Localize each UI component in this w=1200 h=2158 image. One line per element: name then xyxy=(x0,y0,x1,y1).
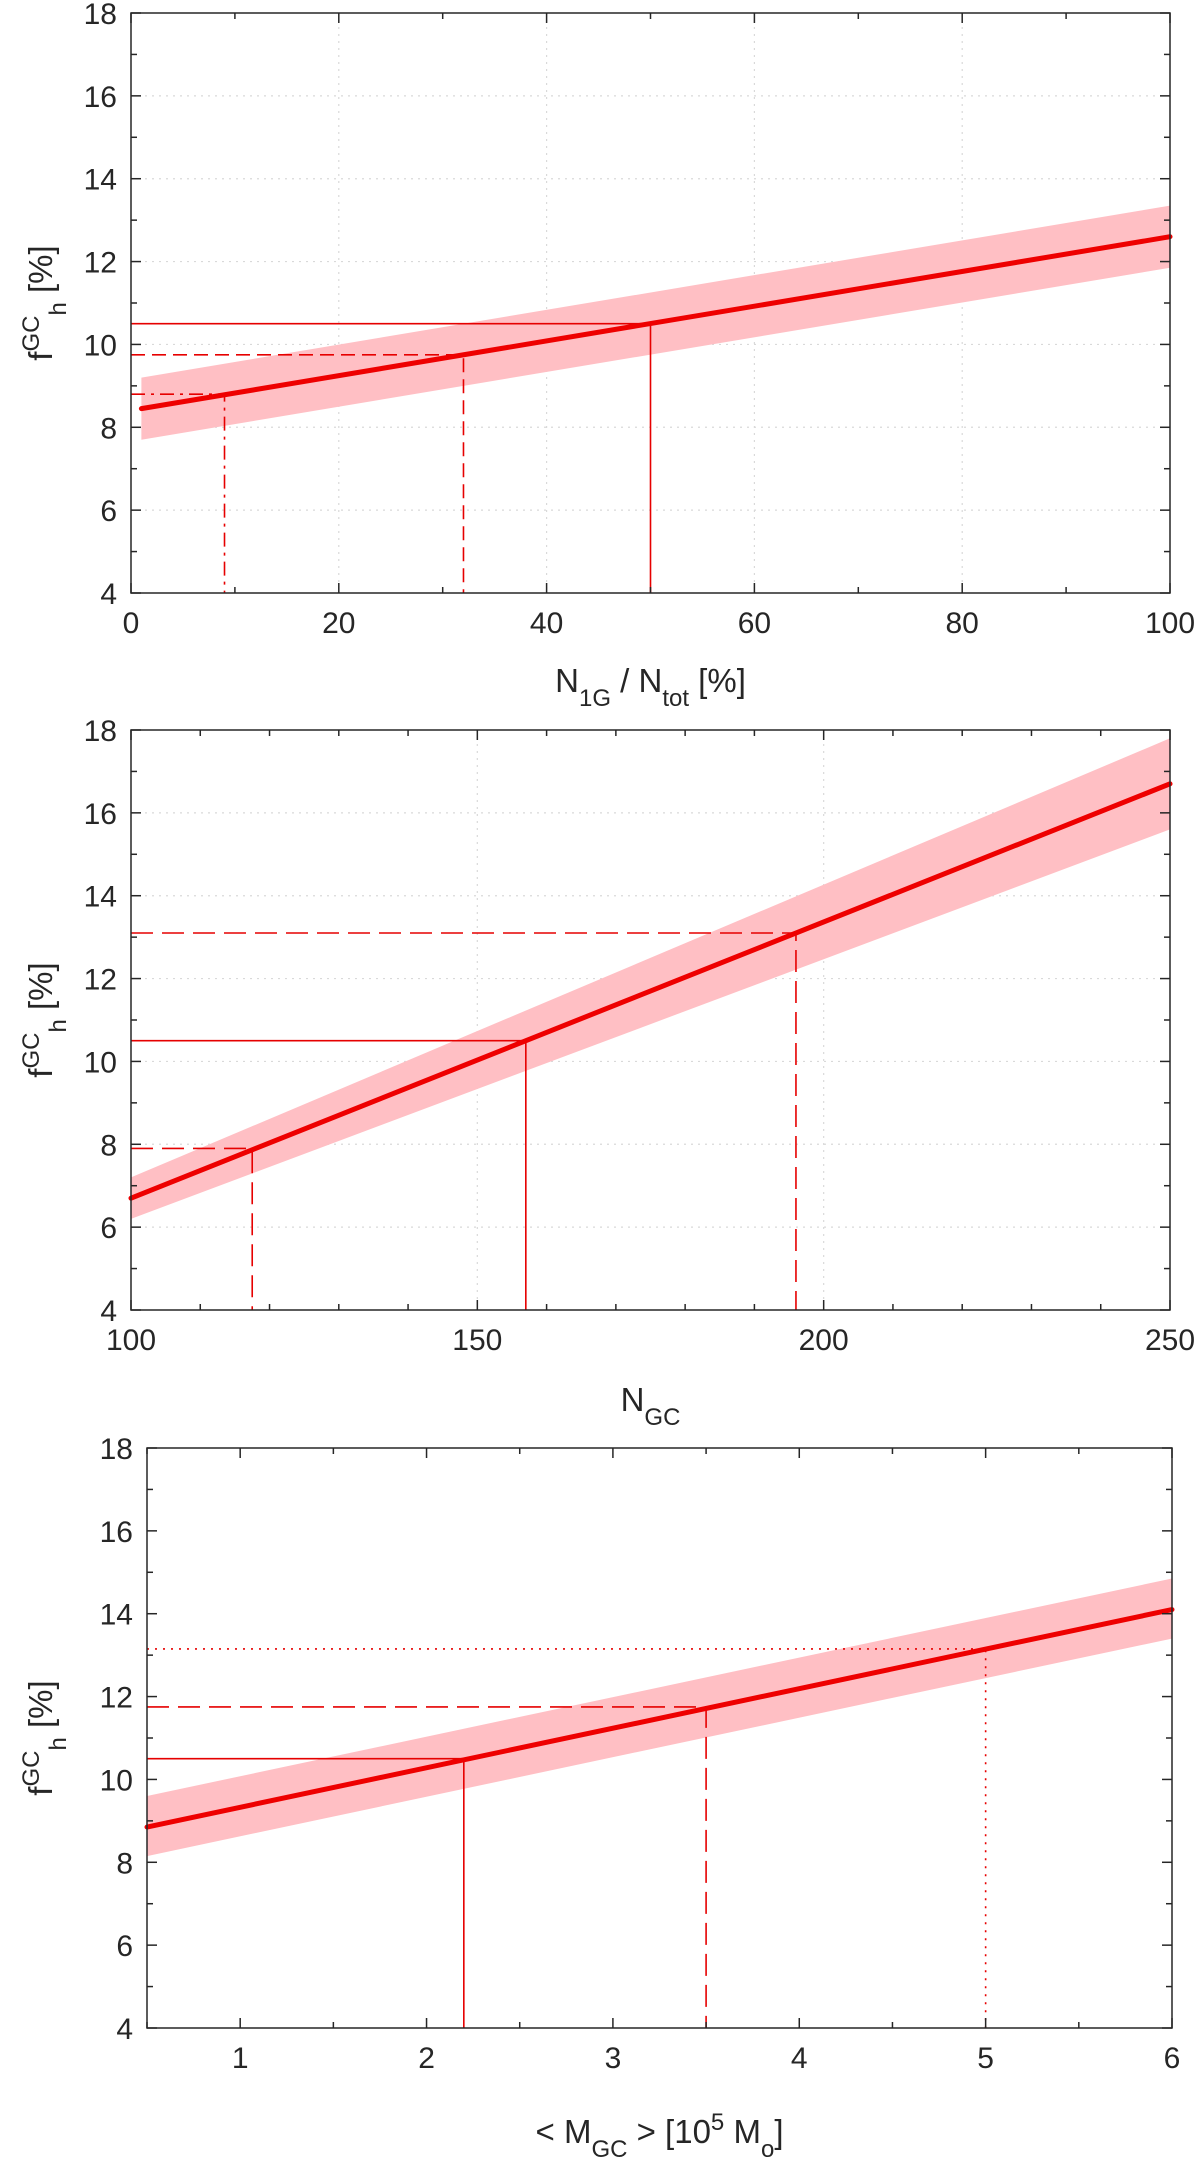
x-axis-label: < MGC > [105 Mo] xyxy=(536,2109,784,2158)
axis-label-sub2: o xyxy=(761,2136,774,2158)
axis-label-sub: h xyxy=(45,302,72,315)
axis-label-main: N xyxy=(555,662,579,699)
axis-label-sub1: 1G xyxy=(579,685,611,712)
x-axis-label: N1G / Ntot [%] xyxy=(555,662,746,712)
axis-label-tail: [%] xyxy=(22,962,59,1019)
axis-label-sub2: tot xyxy=(662,685,689,712)
y-tick-label: 4 xyxy=(100,1295,117,1328)
axis-label-sub: h xyxy=(45,1019,72,1032)
axis-label-main: f xyxy=(22,1068,59,1078)
axis-label-tail: [%] xyxy=(689,662,746,699)
x-tick-label: 5 xyxy=(977,2042,994,2075)
y-tick-label: 8 xyxy=(100,1129,117,1162)
y-axis-label: fGCh [%] xyxy=(18,1680,72,1795)
y-tick-label: 8 xyxy=(116,1847,133,1880)
axis-label-sub1: GC xyxy=(644,1404,680,1431)
y-axis-label: fGCh [%] xyxy=(18,245,72,360)
confidence-band xyxy=(131,738,1170,1219)
axis-label-sub: h xyxy=(45,1737,72,1750)
y-tick-label: 10 xyxy=(84,329,117,362)
x-tick-label: 60 xyxy=(738,607,771,640)
axis-label-sup: GC xyxy=(18,316,45,352)
axis-label-sup: 5 xyxy=(711,2109,724,2136)
fit-line xyxy=(144,1607,1175,1830)
axis-label-sup: GC xyxy=(18,1751,45,1787)
y-tick-label: 16 xyxy=(84,798,117,831)
axis-label-mid2: M xyxy=(724,2113,761,2150)
y-tick-label: 4 xyxy=(116,2013,133,2046)
axis-label-tail: [%] xyxy=(22,1680,59,1737)
x-tick-label: 100 xyxy=(1145,607,1195,640)
y-tick-label: 12 xyxy=(100,1682,133,1715)
y-tick-label: 6 xyxy=(116,1930,133,1963)
axis-label-tail: [%] xyxy=(22,245,59,302)
y-tick-label: 16 xyxy=(100,1516,133,1549)
x-tick-label: 200 xyxy=(799,1324,849,1357)
x-tick-label: 2 xyxy=(418,2042,435,2075)
y-tick-label: 4 xyxy=(100,578,117,611)
y-tick-label: 6 xyxy=(100,1212,117,1245)
fit-line xyxy=(138,234,1173,412)
y-tick-label: 18 xyxy=(84,0,117,31)
x-tick-label: 150 xyxy=(452,1324,502,1357)
guide-line-dotted xyxy=(147,1648,987,2028)
x-tick-label: 40 xyxy=(530,607,563,640)
y-tick-label: 12 xyxy=(84,964,117,997)
y-tick-label: 12 xyxy=(84,247,117,280)
y-tick-label: 14 xyxy=(84,164,117,197)
y-tick-label: 14 xyxy=(100,1599,133,1632)
y-axis-label: fGCh [%] xyxy=(18,962,72,1077)
x-tick-label: 20 xyxy=(322,607,355,640)
y-tick-label: 18 xyxy=(100,1433,133,1466)
y-tick-label: 8 xyxy=(100,412,117,445)
guide-line-longdash xyxy=(131,1147,254,1310)
axis-label-sub1: GC xyxy=(591,2136,627,2158)
axis-label-main: < M xyxy=(536,2113,592,2150)
x-tick-label: 3 xyxy=(605,2042,622,2075)
axis-label-tail: ] xyxy=(774,2113,783,2150)
axis-label-sup: GC xyxy=(18,1033,45,1069)
fit-line xyxy=(128,781,1173,1201)
x-tick-label: 80 xyxy=(946,607,979,640)
x-tick-label: 1 xyxy=(232,2042,249,2075)
y-tick-label: 18 xyxy=(84,715,117,748)
axis-label-main: f xyxy=(22,351,59,361)
y-tick-label: 10 xyxy=(84,1046,117,1079)
x-axis-label: NGC xyxy=(621,1381,681,1431)
y-tick-label: 10 xyxy=(100,1764,133,1797)
y-tick-label: 6 xyxy=(100,495,117,528)
y-tick-label: 16 xyxy=(84,81,117,114)
x-tick-label: 6 xyxy=(1164,2042,1181,2075)
axis-label-main: N xyxy=(621,1381,645,1418)
x-tick-label: 100 xyxy=(106,1324,156,1357)
guide-line-dashed xyxy=(131,353,465,593)
axis-label-mid: > [10 xyxy=(627,2113,710,2150)
x-tick-label: 0 xyxy=(123,607,140,640)
y-tick-label: 14 xyxy=(84,881,117,914)
axis-label-main: f xyxy=(22,1786,59,1796)
axis-label-mid: / N xyxy=(611,662,662,699)
x-tick-label: 4 xyxy=(791,2042,808,2075)
x-tick-label: 250 xyxy=(1145,1324,1195,1357)
